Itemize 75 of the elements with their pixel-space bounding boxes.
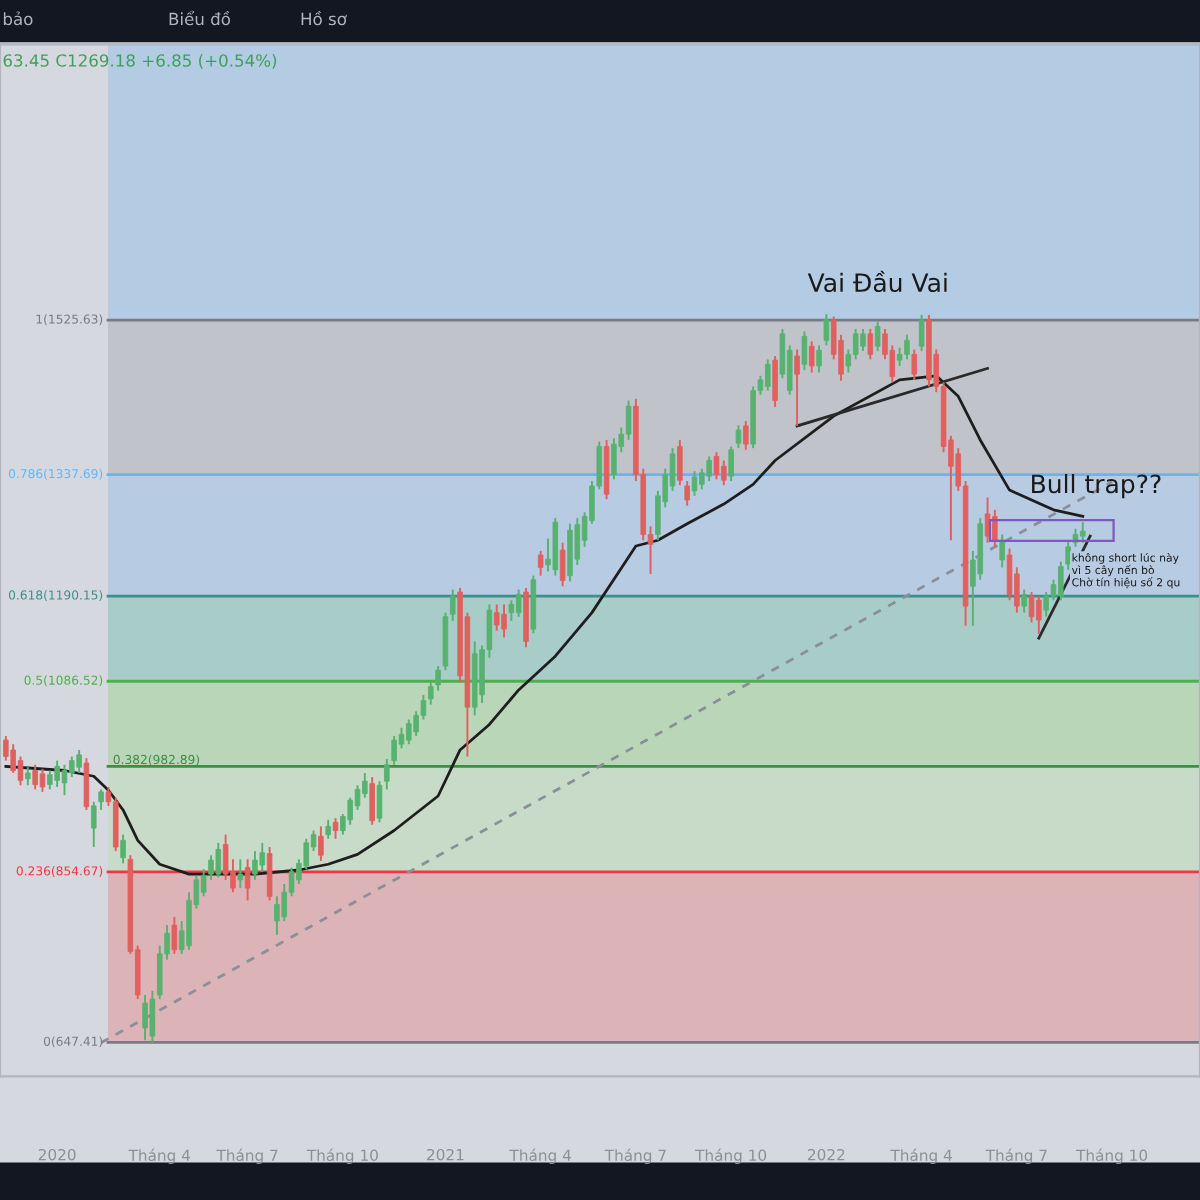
candlestick <box>808 340 815 374</box>
candlestick <box>142 994 148 1042</box>
text: bảo <box>3 11 33 26</box>
candlestick <box>83 757 90 811</box>
text: Hồ sơ <box>301 10 347 26</box>
candlestick <box>61 763 68 797</box>
candlestick <box>911 348 918 381</box>
candlestick <box>713 451 720 481</box>
annotation: Bull trap?? <box>1032 474 1161 499</box>
candlestick <box>449 588 456 622</box>
candlestick <box>493 603 500 632</box>
candlestick <box>39 767 46 793</box>
candlestick <box>706 455 712 483</box>
annotation: Vai Đầu Vai <box>807 270 947 293</box>
candlestick <box>728 445 734 483</box>
candlestick <box>54 759 60 788</box>
candlestick <box>149 989 156 1044</box>
candlestick <box>32 763 38 791</box>
candlestick <box>244 858 251 902</box>
candlestick <box>259 841 266 873</box>
candlestick <box>376 780 383 824</box>
candlestick <box>252 850 258 881</box>
candlestick <box>508 599 515 622</box>
candlestick <box>743 420 749 451</box>
candlestick <box>47 769 53 791</box>
candlestick <box>237 858 244 890</box>
candlestick <box>369 776 375 826</box>
candlestick <box>1028 591 1035 624</box>
candlestick <box>603 438 610 501</box>
text: Biểu đồ <box>169 10 231 26</box>
candlestick <box>765 358 771 392</box>
candlestick <box>1036 595 1042 635</box>
candlestick <box>823 313 830 347</box>
candlestick <box>735 424 742 450</box>
candlestick <box>120 833 126 865</box>
candlestick <box>559 541 566 588</box>
candlestick <box>801 330 808 372</box>
candlestick <box>691 470 698 497</box>
candlestick <box>25 766 31 787</box>
candlestick <box>406 718 412 746</box>
candlestick <box>332 817 339 840</box>
candlestick <box>918 313 925 353</box>
candlestick <box>318 825 324 862</box>
candlestick <box>1021 588 1027 614</box>
candlestick <box>874 320 881 353</box>
candlestick <box>362 772 368 799</box>
candlestick <box>17 755 24 787</box>
candlestick <box>677 438 683 487</box>
candlestick <box>867 327 874 361</box>
candlestick <box>999 533 1005 569</box>
candlestick <box>171 915 178 955</box>
candlestick <box>325 818 331 840</box>
candlestick <box>112 796 119 853</box>
candlestick <box>501 603 507 639</box>
candlestick <box>684 480 690 507</box>
candlestick <box>552 517 559 577</box>
candlestick <box>69 755 75 779</box>
candlestick <box>76 748 82 774</box>
candlestick <box>816 344 822 374</box>
candlestick <box>567 522 573 583</box>
candlestick <box>537 549 544 577</box>
candlestick <box>772 355 778 409</box>
candlestick <box>10 743 16 774</box>
candlestick <box>266 846 273 902</box>
candlestick <box>515 588 522 618</box>
candlestick <box>852 327 859 361</box>
candlestick <box>1043 591 1049 618</box>
candlestick <box>721 459 727 487</box>
candlestick <box>904 333 910 361</box>
candlestick <box>794 348 800 427</box>
annotation: 63.45 C1269.18 +6.85 (+0.54%) <box>3 53 277 69</box>
candlestick <box>625 399 632 441</box>
candlestick <box>215 841 222 879</box>
candlestick <box>1080 521 1086 544</box>
candlestick <box>860 327 866 353</box>
